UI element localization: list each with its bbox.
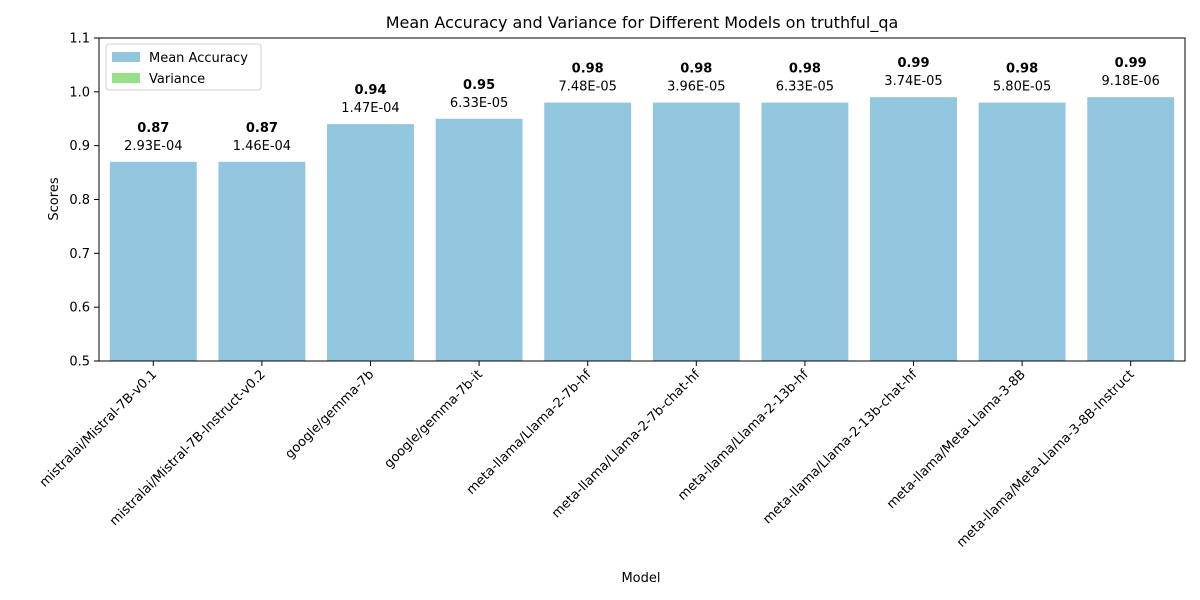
y-axis: 0.5 0.6 0.7 0.8 0.9 1.0 1.1 — [69, 32, 99, 370]
data-label-variance: 3.96E-05 — [667, 80, 725, 95]
y-tick-label: 0.5 — [69, 355, 90, 370]
y-tick-label: 0.8 — [69, 193, 90, 208]
y-tick-label: 1.0 — [69, 85, 90, 100]
bar-mean-accuracy — [218, 161, 306, 361]
legend-swatch — [112, 52, 140, 62]
data-label-mean: 0.87 — [246, 121, 278, 136]
data-label-mean: 0.87 — [137, 121, 169, 136]
data-label-variance: 1.46E-04 — [233, 139, 291, 154]
bar-mean-accuracy — [544, 102, 632, 361]
bar-mean-accuracy — [761, 102, 849, 361]
data-label-mean: 0.98 — [1006, 62, 1038, 77]
data-label-mean: 0.98 — [789, 62, 821, 77]
y-tick-label: 1.1 — [69, 32, 90, 47]
data-label-variance: 9.18E-06 — [1101, 74, 1159, 89]
data-label-variance: 6.33E-05 — [450, 96, 508, 111]
chart-title: Mean Accuracy and Variance for Different… — [386, 13, 899, 33]
legend: Mean Accuracy Variance — [105, 43, 262, 91]
x-tick-label: meta-llama/Meta-Llama-3-8B-Instruct — [954, 367, 1137, 550]
x-axis-title: Model — [621, 571, 660, 586]
y-tick-label: 0.9 — [69, 139, 90, 154]
bar-mean-accuracy — [435, 118, 523, 361]
data-label-variance: 5.80E-05 — [993, 80, 1051, 95]
x-tick-label: meta-llama/Llama-2-13b-hf — [675, 367, 812, 504]
y-tick-label: 0.7 — [69, 247, 90, 262]
bar-mean-accuracy — [652, 102, 740, 361]
data-label-variance: 1.47E-04 — [341, 101, 399, 116]
y-axis-title: Scores — [47, 177, 62, 220]
data-label-mean: 0.99 — [1115, 56, 1147, 71]
data-label-variance: 7.48E-05 — [558, 80, 616, 95]
data-label-mean: 0.98 — [680, 62, 712, 77]
bar-mean-accuracy — [1087, 97, 1175, 361]
legend-box — [105, 43, 262, 91]
x-tick-label: mistralai/Mistral-7B-v0.1 — [37, 367, 160, 490]
data-label-variance: 3.74E-05 — [884, 74, 942, 89]
legend-swatch — [112, 73, 140, 83]
data-label-mean: 0.99 — [897, 56, 929, 71]
plot-area: 0.87 2.93E-04 0.87 1.46E-04 0.94 1.47E-04 0.95… — [98, 37, 1186, 362]
x-axis: mistralai/Mistral-7B-v0.1mistralai/Mistr… — [37, 361, 1138, 551]
bar-mean-accuracy — [978, 102, 1066, 361]
x-tick-label: meta-llama/Llama-2-7b-hf — [464, 367, 595, 498]
y-tick-label: 0.6 — [69, 301, 90, 316]
data-label-mean: 0.94 — [354, 83, 386, 98]
bar-mean-accuracy — [109, 161, 197, 361]
bar-mean-accuracy — [327, 124, 414, 361]
data-label-variance: 6.33E-05 — [776, 80, 834, 95]
data-label-mean: 0.95 — [463, 78, 495, 93]
legend-label: Mean Accuracy — [149, 51, 248, 66]
x-tick-label: google/gemma-7b-it — [382, 367, 486, 471]
x-tick-label: google/gemma-7b — [282, 367, 377, 462]
data-label-mean: 0.98 — [572, 62, 604, 77]
bar-mean-accuracy — [870, 97, 957, 361]
legend-label: Variance — [149, 72, 205, 87]
data-label-variance: 2.93E-04 — [124, 139, 182, 154]
